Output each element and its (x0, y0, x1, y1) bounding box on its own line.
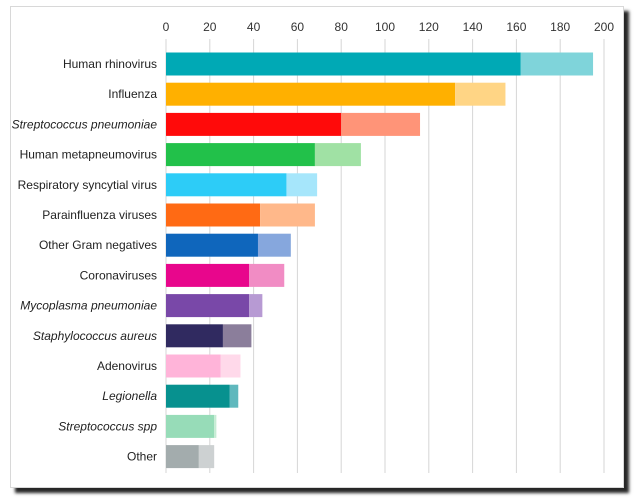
bar-influenza-segment-1 (166, 82, 456, 106)
category-label-streptococcus-spp: Streptococcus spp (58, 419, 157, 433)
x-axis-ticks: 0 20 40 60 80 100 120 140 160 180 200 (163, 20, 615, 34)
bar-streptococcus-spp-segment-2 (214, 414, 217, 438)
bar-streptococcus-spp-segment-1 (166, 414, 215, 438)
x-tick-label-60: 60 (291, 20, 305, 34)
bar-coronaviruses-segment-2 (249, 263, 285, 287)
bar-parainfluenza-viruses-segment-1 (166, 203, 261, 227)
bar-other-segment-2 (198, 445, 215, 469)
x-tick-label-100: 100 (375, 20, 395, 34)
category-label-other: Other (127, 450, 157, 464)
bar-chart: 0 20 40 60 80 100 120 140 160 180 200 Human rhinov… (12, 20, 615, 473)
bar-respiratory-syncytial-virus-segment-2 (286, 173, 318, 197)
category-label-influenza: Influenza (108, 87, 157, 101)
x-tick-label-200: 200 (594, 20, 614, 34)
bar-adenovirus-segment-2 (220, 354, 241, 378)
bar-legionella-segment-1 (166, 384, 230, 408)
category-label-human-rhinovirus: Human rhinovirus (63, 57, 157, 71)
x-tick-label-80: 80 (335, 20, 349, 34)
category-label-legionella: Legionella (102, 389, 157, 403)
x-tick-label-40: 40 (247, 20, 261, 34)
bar-staphylococcus-aureus-segment-2 (222, 324, 252, 348)
bar-mycoplasma-pneumoniae-segment-1 (166, 294, 250, 318)
x-tick-label-160: 160 (506, 20, 526, 34)
bar-human-rhinovirus-segment-2 (520, 52, 594, 76)
bar-staphylococcus-aureus-segment-1 (166, 324, 223, 348)
bar-other-gram-negatives-segment-2 (257, 233, 291, 257)
chart-frame: 0 20 40 60 80 100 120 140 160 180 200 Human rhinov… (10, 6, 624, 488)
bar-legionella-segment-2 (229, 384, 239, 408)
bar-mycoplasma-pneumoniae-segment-2 (249, 294, 263, 318)
bar-streptococcus-pneumoniae-segment-2 (341, 112, 421, 136)
x-tick-label-140: 140 (463, 20, 483, 34)
bar-human-metapneumovirus-segment-1 (166, 143, 315, 167)
category-label-mycoplasma-pneumoniae: Mycoplasma pneumoniae (20, 299, 157, 313)
bar-influenza-segment-2 (455, 82, 506, 106)
bar-layer (166, 52, 594, 469)
category-label-parainfluenza-viruses: Parainfluenza viruses (42, 208, 157, 222)
bar-streptococcus-pneumoniae-segment-1 (166, 112, 342, 136)
x-tick-label-0: 0 (163, 20, 170, 34)
category-label-adenovirus: Adenovirus (97, 359, 157, 373)
y-axis-categories: Human rhinovirus Influenza Streptococcus p… (12, 57, 158, 464)
x-tick-label-20: 20 (203, 20, 217, 34)
bar-other-segment-1 (166, 445, 199, 469)
bar-human-rhinovirus-segment-1 (166, 52, 521, 76)
category-label-staphylococcus-aureus: Staphylococcus aureus (33, 329, 157, 343)
category-label-coronaviruses: Coronaviruses (80, 268, 157, 282)
bar-coronaviruses-segment-1 (166, 263, 250, 287)
grid-layer (165, 39, 605, 473)
bar-adenovirus-segment-1 (166, 354, 221, 378)
bar-respiratory-syncytial-virus-segment-1 (166, 173, 287, 197)
bar-human-metapneumovirus-segment-2 (314, 143, 361, 167)
category-label-respiratory-syncytial-virus: Respiratory syncytial virus (18, 178, 157, 192)
category-label-streptococcus-pneumoniae: Streptococcus pneumoniae (12, 117, 158, 131)
bar-parainfluenza-viruses-segment-2 (260, 203, 315, 227)
category-label-human-metapneumovirus: Human metapneumovirus (20, 148, 157, 162)
x-tick-label-180: 180 (550, 20, 570, 34)
x-tick-label-120: 120 (419, 20, 439, 34)
bar-other-gram-negatives-segment-1 (166, 233, 258, 257)
category-label-other-gram-negatives: Other Gram negatives (39, 238, 157, 252)
